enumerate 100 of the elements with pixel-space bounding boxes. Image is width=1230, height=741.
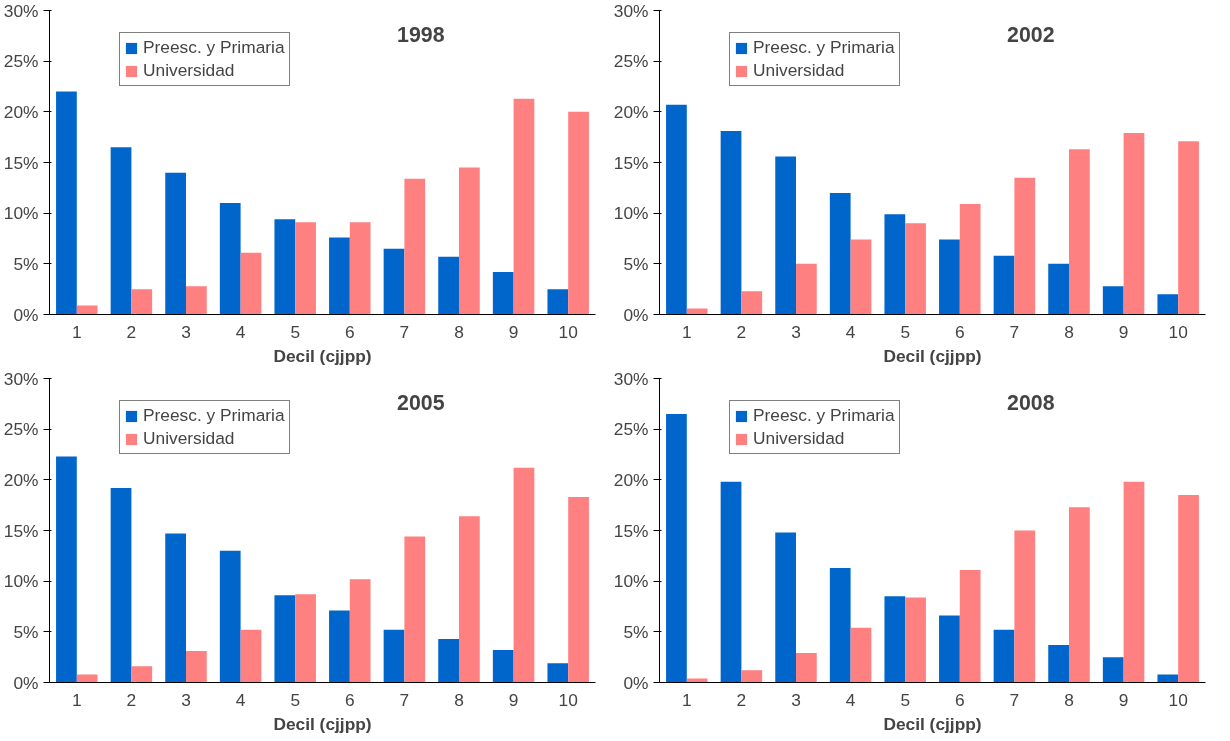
x-tick-label: 9: [508, 689, 519, 710]
y-tick-label: 0%: [623, 304, 649, 325]
bar: [219, 203, 241, 315]
legend-label: Universidad: [753, 60, 845, 81]
bar: [547, 289, 569, 315]
x-tick-label: 6: [344, 689, 355, 710]
bar: [829, 567, 851, 683]
bar: [165, 533, 186, 683]
bar: [1123, 481, 1145, 683]
bar: [1157, 294, 1179, 315]
x-tick-label: 4: [845, 689, 856, 710]
x-tick-label: 4: [845, 321, 856, 342]
y-tick-label: 5%: [623, 621, 649, 642]
legend-label: Preesc. y Primaria: [143, 37, 285, 58]
bar: [404, 178, 426, 315]
bar: [274, 595, 296, 683]
bar: [76, 305, 98, 315]
x-tick-label: 6: [344, 321, 355, 342]
bar: [547, 663, 569, 683]
x-tick-label: 8: [1064, 321, 1074, 342]
bar: [404, 536, 426, 683]
y-tick-label: 15%: [613, 520, 649, 541]
x-tick-label: 2: [736, 689, 747, 710]
text: 2002: [1007, 23, 1055, 48]
bar: [959, 204, 981, 315]
y-tick-label: 10%: [3, 571, 39, 592]
y-tick-label: 20%: [613, 469, 649, 490]
bar: [568, 111, 589, 315]
x-tick-label: 6: [954, 689, 965, 710]
bar: [1014, 530, 1036, 683]
y-tick-label: 0%: [13, 672, 39, 693]
bar: [720, 131, 742, 315]
y-tick-label: 30%: [613, 368, 649, 389]
bar: [568, 497, 589, 683]
x-axis-title: Decil (cjjpp): [883, 345, 982, 366]
y-tick-label: 10%: [613, 571, 649, 592]
bar: [459, 516, 480, 683]
x-tick-label: 3: [181, 689, 191, 710]
legend-label: Preesc. y Primaria: [143, 405, 285, 426]
bar: [850, 239, 872, 315]
bar: [884, 596, 906, 683]
bar: [1069, 507, 1090, 683]
y-tick-label: 5%: [13, 621, 39, 642]
bar: [56, 91, 77, 315]
bar: [110, 147, 132, 315]
bar: [1157, 674, 1179, 683]
bar: [686, 308, 708, 315]
bar: [295, 594, 316, 683]
bar: [993, 255, 1015, 315]
x-tick-label: 7: [399, 689, 410, 710]
y-tick-label: 25%: [3, 419, 39, 440]
y-tick-label: 5%: [13, 253, 39, 274]
bar: [1048, 263, 1069, 315]
x-tick-label: 1: [681, 321, 692, 342]
x-tick-label: 1: [681, 689, 692, 710]
bar: [131, 289, 153, 315]
y-tick-label: 30%: [3, 368, 39, 389]
x-tick-label: 7: [1009, 689, 1020, 710]
y-tick-label: 10%: [3, 203, 39, 224]
x-tick-label: 4: [235, 321, 246, 342]
bar: [1069, 149, 1090, 315]
bar: [666, 413, 687, 683]
bar: [686, 678, 708, 683]
bar: [666, 104, 687, 315]
x-tick-label: 5: [290, 321, 301, 342]
bar: [829, 192, 851, 315]
y-tick-label: 30%: [3, 0, 39, 21]
x-tick-label: 3: [791, 689, 801, 710]
bar: [383, 248, 405, 315]
x-tick-label: 2: [736, 321, 747, 342]
x-tick-label: 10: [558, 689, 578, 710]
text: 2005: [397, 391, 445, 416]
legend-label: Universidad: [143, 428, 235, 449]
bar: [741, 670, 763, 683]
bar: [383, 629, 405, 683]
x-axis-title: Decil (cjjpp): [273, 713, 372, 734]
x-tick-label: 5: [900, 321, 911, 342]
bar: [775, 156, 796, 315]
bar: [1123, 133, 1145, 315]
x-tick-label: 8: [454, 689, 464, 710]
bar: [1048, 645, 1069, 683]
x-tick-label: 10: [558, 321, 578, 342]
bar: [939, 239, 960, 315]
y-tick-label: 15%: [3, 520, 39, 541]
bar: [796, 263, 817, 315]
x-axis-title: Decil (cjjpp): [273, 345, 372, 366]
bar: [939, 615, 960, 683]
x-tick-label: 7: [399, 321, 410, 342]
bar: [274, 219, 296, 315]
bar: [1178, 495, 1199, 683]
bar: [993, 629, 1015, 683]
bar: [438, 256, 459, 315]
x-tick-label: 8: [1064, 689, 1074, 710]
bar: [459, 167, 480, 315]
y-tick-label: 15%: [613, 152, 649, 173]
bar: [513, 98, 535, 315]
y-tick-label: 5%: [623, 253, 649, 274]
x-tick-label: 9: [508, 321, 519, 342]
x-tick-label: 2: [126, 689, 137, 710]
bar: [240, 252, 262, 315]
